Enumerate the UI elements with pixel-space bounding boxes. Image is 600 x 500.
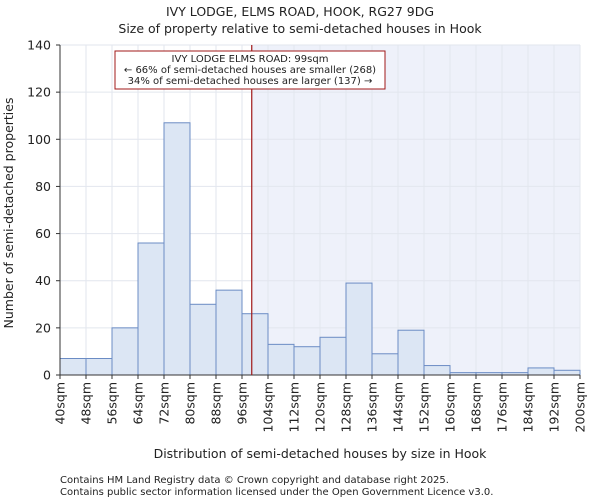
footer-line-1: Contains HM Land Registry data © Crown c… [60,475,449,486]
x-tick-label: 120sqm [313,382,328,432]
histogram-bar [345,282,373,376]
histogram-bar [371,353,399,376]
x-tick-label: 104sqm [261,382,276,432]
x-tick-label: 152sqm [417,382,432,432]
annotation-line-1: IVY LODGE ELMS ROAD: 99sqm [172,54,329,65]
x-tick-label: 128sqm [339,382,354,432]
histogram-bar [215,289,243,376]
annotation-line-3: 34% of semi-detached houses are larger (… [128,76,373,87]
y-tick-label: 40 [35,273,51,288]
larger-region-shade [251,45,580,375]
y-tick-label: 80 [35,179,51,194]
x-tick-label: 80sqm [183,382,198,425]
histogram-bar [241,313,269,376]
histogram-bar [423,365,451,376]
histogram-bar [137,242,165,376]
x-tick-label: 200sqm [573,382,588,432]
y-tick-label: 20 [35,320,51,335]
y-tick-label: 120 [27,85,51,100]
y-tick-label: 0 [43,368,51,383]
histogram-bar [397,329,425,376]
chart-subtitle: Size of property relative to semi-detach… [118,21,482,36]
histogram-bar [553,369,581,376]
x-tick-label: 168sqm [469,382,484,432]
x-tick-label: 176sqm [495,382,510,432]
chart-title: IVY LODGE, ELMS ROAD, HOOK, RG27 9DG [166,4,434,19]
histogram-bar [319,336,347,376]
y-tick-label: 140 [27,38,51,53]
annotation-line-2: ← 66% of semi-detached houses are smalle… [124,65,376,76]
histogram-bar [267,343,295,376]
x-tick-label: 48sqm [79,382,94,425]
x-tick-label: 192sqm [547,382,562,432]
x-tick-label: 96sqm [235,382,250,425]
x-tick-label: 184sqm [521,382,536,432]
x-tick-label: 40sqm [53,382,68,425]
x-tick-label: 56sqm [105,382,120,425]
x-tick-label: 144sqm [391,382,406,432]
y-tick-label: 60 [35,226,51,241]
annotation-box [114,50,386,90]
x-axis-label: Distribution of semi-detached houses by … [154,446,488,461]
histogram-bar [163,122,191,376]
y-axis-label: Number of semi-detached properties [1,98,16,329]
histogram-bar [189,303,217,376]
histogram-bar [59,358,87,376]
x-tick-label: 160sqm [443,382,458,432]
histogram-bar [527,367,555,376]
x-tick-label: 64sqm [131,382,146,425]
x-tick-label: 88sqm [209,382,224,425]
x-tick-label: 112sqm [287,382,302,432]
x-tick-label: 72sqm [157,382,172,425]
histogram-bar [85,358,113,376]
histogram-bar [293,346,321,376]
y-tick-label: 100 [27,132,51,147]
x-tick-label: 136sqm [365,382,380,432]
footer-line-2: Contains public sector information licen… [60,487,493,498]
histogram-bar [111,327,139,376]
